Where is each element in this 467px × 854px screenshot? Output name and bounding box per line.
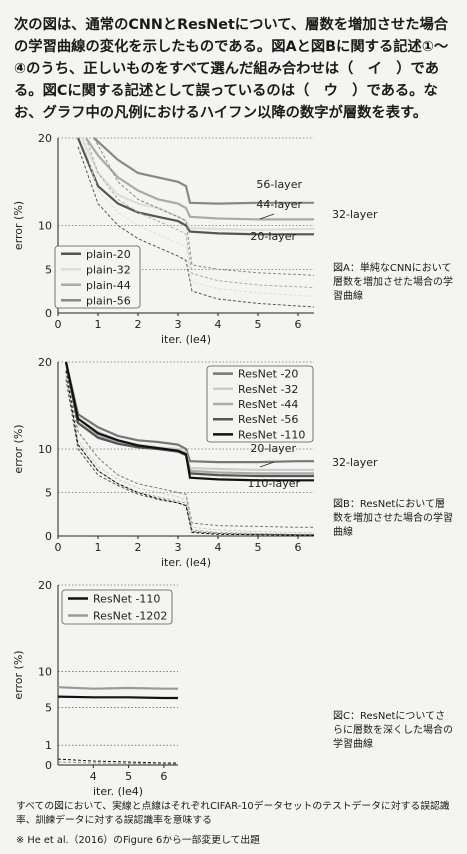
annotation-label: 44-layer xyxy=(256,198,302,211)
legend-label: plain-44 xyxy=(86,279,131,292)
legend-label: ResNet -110 xyxy=(93,593,160,606)
test-line-ResNet-110 xyxy=(64,361,314,482)
y-tick-label: 20 xyxy=(38,579,52,592)
test-line-ResNet-1202 xyxy=(57,686,178,690)
x-tick-label: 5 xyxy=(255,318,262,331)
annotation-label: 20-layer xyxy=(250,230,296,243)
x-tick-label: 4 xyxy=(215,318,222,331)
train-line-plain-32 xyxy=(81,137,315,297)
y-tick-label: 20 xyxy=(38,356,52,369)
x-tick-label: 0 xyxy=(55,541,62,554)
annotation-arrow xyxy=(259,213,275,220)
x-tick-label: 1 xyxy=(95,318,102,331)
legend-label: ResNet -1202 xyxy=(93,610,167,623)
train-line-ResNet-110 xyxy=(57,758,178,764)
y-tick-label: 0 xyxy=(45,307,52,320)
footnote: すべての図において、実線と点線はそれぞれCIFAR-10データセットのテストデー… xyxy=(16,801,450,826)
y-tick-label: 10 xyxy=(38,443,52,456)
x-axis-label: iter. (le4) xyxy=(161,556,211,569)
x-tick-label: 3 xyxy=(175,318,182,331)
train-line-plain-20 xyxy=(77,146,315,308)
legend-box xyxy=(54,245,141,309)
x-tick-label: 3 xyxy=(175,541,182,554)
x-tick-label: 6 xyxy=(160,770,167,783)
annotation-label: 20-layer xyxy=(250,442,296,455)
x-tick-label: 5 xyxy=(125,770,132,783)
legend-label: plain-20 xyxy=(86,248,131,261)
y-tick-label: 1 xyxy=(45,739,52,752)
test-line-ResNet-110 xyxy=(57,695,178,700)
chart-a: 0 5 10 20 0 1 2 3 4 5 6 iter. (le4) error (%) plain-2… xyxy=(12,132,378,346)
x-tick-label: 6 xyxy=(295,318,302,331)
legend-label: plain-56 xyxy=(86,294,131,307)
test-line-plain-32 xyxy=(80,137,314,232)
x-tick-label: 5 xyxy=(255,541,262,554)
x-tick-label: 0 xyxy=(55,318,62,331)
test-line-plain-56 xyxy=(93,137,314,205)
y-tick-label: 20 xyxy=(38,132,52,145)
chart-b: 0 5 10 20 0 1 2 3 4 5 6 iter. (le4) error (%) ResNet … xyxy=(12,356,378,569)
legend-label: plain-32 xyxy=(86,263,131,276)
y-tick-label: 0 xyxy=(45,530,52,543)
train-line-ResNet-1202 xyxy=(57,761,179,765)
legend-label: ResNet -44 xyxy=(238,398,298,411)
annotation-label: 32-layer xyxy=(332,208,378,221)
x-axis-label: iter. (le4) xyxy=(161,333,211,346)
y-tick-label: 10 xyxy=(38,220,52,233)
train-line-ResNet-20 xyxy=(65,370,314,528)
x-tick-label: 2 xyxy=(135,541,142,554)
train-line-ResNet-44 xyxy=(65,379,314,535)
legend-label: ResNet -110 xyxy=(238,428,305,441)
test-line-ResNet-32 xyxy=(64,361,314,471)
legend-label: ResNet -56 xyxy=(238,413,298,426)
chart-c: 0 1 5 10 20 4 5 6 iter. (le4) error (%) ResNet -11… xyxy=(12,579,179,798)
y-tick-label: 10 xyxy=(38,665,52,678)
test-line-ResNet-20 xyxy=(64,361,314,464)
x-tick-label: 4 xyxy=(90,770,97,783)
x-axis-label: iter. (le4) xyxy=(93,785,143,798)
test-line-plain-44 xyxy=(85,137,314,221)
y-axis-label: error (%) xyxy=(12,201,25,250)
annotation-label: 56-layer xyxy=(256,178,302,191)
caption-a: 図A：単純なCNNにおいて層数を増加させた場合の学習曲線 xyxy=(333,263,453,302)
legend-label: ResNet -32 xyxy=(238,383,298,396)
test-line-plain-20 xyxy=(76,137,314,236)
question-text: 次の図は、通常のCNNとResNetについて、層数を増加させた場合の学習曲線の変… xyxy=(14,17,449,121)
x-tick-label: 4 xyxy=(215,541,222,554)
source-note: ※ He et al.（2016）のFigure 6から一部変更して出題 xyxy=(16,835,260,846)
annotation-label: 110-layer xyxy=(247,477,300,490)
caption-c: 図C：ResNetについてさらに層数を深くした場合の学習曲線 xyxy=(333,711,453,750)
y-axis-label: error (%) xyxy=(12,424,25,473)
y-axis-label: error (%) xyxy=(12,650,25,699)
x-tick-label: 1 xyxy=(95,541,102,554)
annotation-arrow xyxy=(259,461,275,468)
annotation-label: 32-layer xyxy=(332,456,378,469)
legend-box xyxy=(61,589,173,625)
legend-box xyxy=(206,365,314,443)
legend-label: ResNet -20 xyxy=(238,368,298,381)
x-tick-label: 2 xyxy=(135,318,142,331)
x-tick-label: 6 xyxy=(295,541,302,554)
y-tick-label: 5 xyxy=(45,701,52,714)
train-line-plain-44 xyxy=(85,137,315,289)
caption-b: 図B：ResNetにおいて層数を増加させた場合の学習曲線 xyxy=(333,499,453,538)
train-line-ResNet-32 xyxy=(65,379,314,533)
y-tick-label: 0 xyxy=(45,759,52,772)
y-tick-label: 5 xyxy=(45,263,52,276)
train-line-ResNet-110 xyxy=(65,370,314,536)
train-line-plain-56 xyxy=(93,137,315,276)
y-tick-label: 5 xyxy=(45,487,52,500)
